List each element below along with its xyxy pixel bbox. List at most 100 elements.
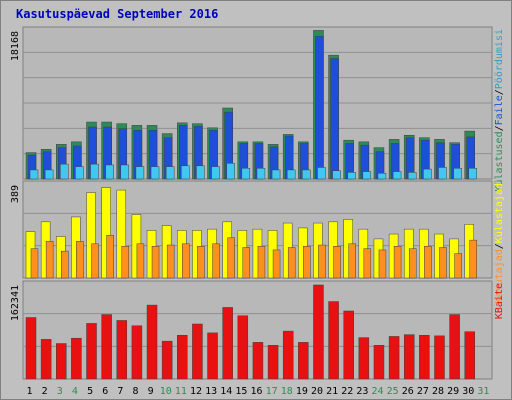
bar-kbaite: [358, 337, 370, 380]
bar-kbaite: [207, 332, 218, 380]
day-label: 29: [447, 386, 459, 397]
bar-kbaite: [131, 325, 143, 380]
bar-kulastajad: [106, 235, 114, 279]
bar-kulastajad: [363, 248, 372, 279]
bar-poordumisi: [90, 163, 99, 180]
ymax-label-1: 18168: [10, 31, 21, 61]
day-label: 15: [235, 386, 247, 397]
legend-3: KBaite: [494, 283, 505, 319]
legend-2: Kasutajad/Külastajad: [494, 183, 505, 303]
bar-kbaite: [192, 323, 203, 380]
bar-kbaite: [419, 334, 430, 380]
day-label: 6: [102, 386, 108, 397]
bar-kulastajad: [333, 246, 341, 279]
legend-1: Külastused/Faile/Pöördumisi: [494, 29, 505, 192]
bar-kulastajad: [197, 246, 205, 279]
legend-item: Pöördumisi: [494, 29, 505, 89]
day-label: 24: [372, 386, 384, 397]
bar-faile: [315, 35, 324, 180]
bar-kbaite: [267, 345, 279, 380]
legend-item: /: [494, 125, 505, 131]
bar-poordumisi: [226, 163, 235, 180]
bar-kbaite: [222, 307, 233, 380]
day-label: 3: [57, 386, 63, 397]
bar-kasutajad: [116, 189, 127, 279]
bar-kulastajad: [151, 246, 160, 279]
day-label: 11: [175, 386, 187, 397]
day-label: 1: [27, 386, 33, 397]
bar-kbaite: [86, 323, 97, 380]
bar-poordumisi: [332, 170, 341, 180]
day-label: 13: [205, 386, 217, 397]
bar-kasutajad: [86, 192, 96, 279]
bar-faile: [330, 58, 339, 180]
ymax-label-2: 389: [10, 185, 21, 203]
bar-kbaite: [464, 331, 475, 380]
bar-kbaite: [328, 301, 339, 380]
legend-item: Külastajad: [494, 183, 505, 243]
bar-kulastajad: [45, 241, 54, 279]
bar-poordumisi: [150, 166, 160, 180]
bar-kulastajad: [348, 243, 356, 279]
bar-poordumisi: [256, 168, 266, 180]
bar-kulastajad: [30, 248, 39, 279]
legend-item: Külastused: [494, 131, 505, 191]
bar-kulastajad: [439, 247, 447, 279]
bar-kbaite: [313, 284, 324, 380]
bar-kbaite: [146, 304, 158, 380]
day-label: 5: [87, 386, 93, 397]
bar-kbaite: [161, 340, 173, 380]
bar-kulastajad: [76, 241, 84, 279]
bar-kulastajad: [454, 253, 462, 279]
bar-poordumisi: [211, 166, 220, 180]
bar-kbaite: [388, 336, 400, 380]
bar-poordumisi: [271, 169, 281, 180]
day-label: 25: [387, 386, 399, 397]
bar-kbaite: [177, 334, 188, 380]
day-label: 4: [72, 386, 78, 397]
bar-kbaite: [71, 337, 82, 380]
legend-item: Kasutajad: [494, 249, 505, 303]
bar-kbaite: [252, 342, 264, 380]
bar-kbaite: [237, 315, 249, 380]
bar-poordumisi: [29, 169, 39, 180]
day-label: 23: [356, 386, 368, 397]
bar-kulastajad: [166, 244, 175, 279]
bar-kulastajad: [287, 247, 296, 279]
day-label: 18: [281, 386, 293, 397]
bar-poordumisi: [75, 166, 84, 180]
bar-poordumisi: [120, 164, 130, 180]
legend-item: Faile: [494, 95, 505, 125]
bar-kbaite: [56, 343, 67, 380]
bar-poordumisi: [438, 167, 447, 180]
bar-kbaite: [449, 314, 460, 380]
bar-poordumisi: [60, 163, 69, 180]
bar-poordumisi: [453, 168, 462, 180]
day-label: 14: [220, 386, 232, 397]
bar-poordumisi: [286, 169, 296, 180]
bar-poordumisi: [468, 168, 477, 180]
bar-poordumisi: [44, 169, 54, 180]
bar-kbaite: [25, 317, 37, 380]
day-label: 12: [190, 386, 202, 397]
day-label: 21: [326, 386, 338, 397]
bar-kulastajad: [408, 248, 417, 279]
day-label: 17: [266, 386, 278, 397]
bar-poordumisi: [347, 172, 356, 180]
day-label: 27: [417, 386, 429, 397]
bar-poordumisi: [407, 172, 417, 180]
day-label: 9: [148, 386, 154, 397]
legend-item: /: [494, 89, 505, 95]
bar-kulastajad: [212, 243, 220, 279]
bar-kbaite: [282, 330, 294, 380]
bar-kbaite: [298, 342, 309, 380]
bar-kulastajad: [469, 239, 477, 279]
day-label: 22: [341, 386, 353, 397]
bar-kulastajad: [227, 237, 235, 279]
bar-poordumisi: [423, 168, 432, 180]
bar-kulastajad: [393, 246, 402, 279]
bar-kbaite: [101, 314, 112, 380]
bar-kbaite: [403, 334, 415, 380]
bar-kulastajad: [91, 243, 99, 279]
